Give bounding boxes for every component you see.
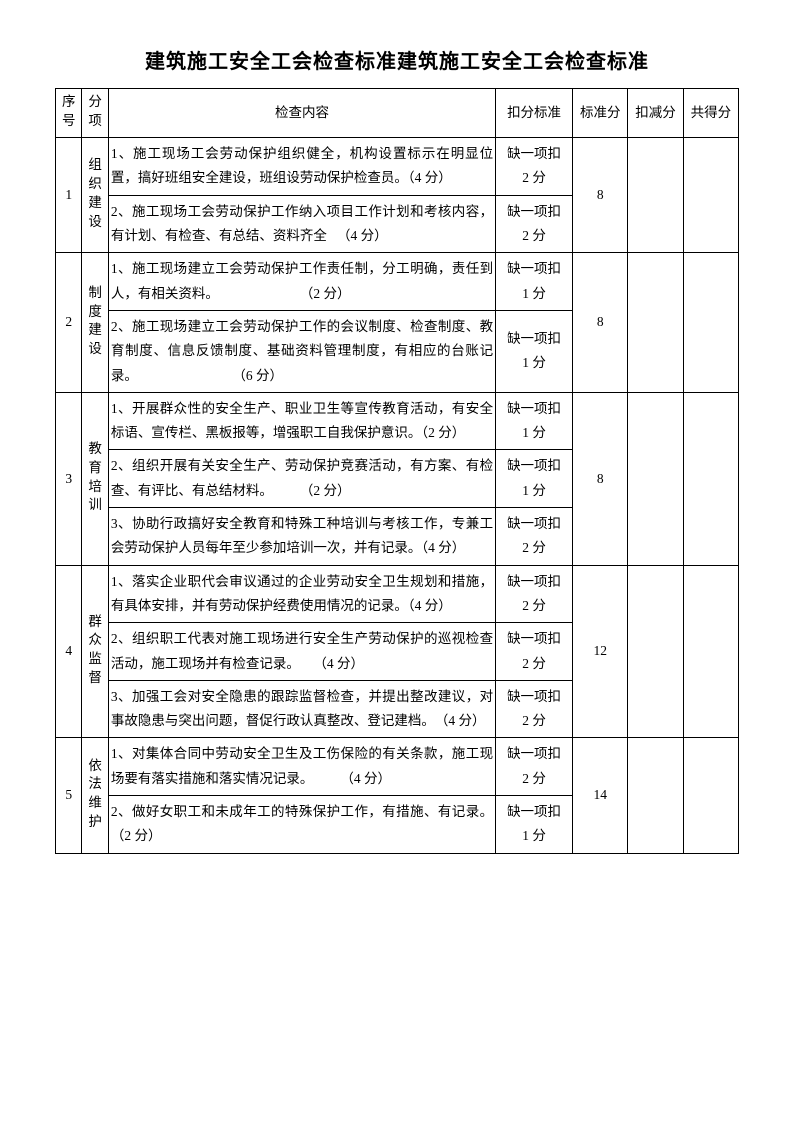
cell-content: 1、对集体合同中劳动安全卫生及工伤保险的有关条款，施工现场要有落实措施和落实情况… bbox=[108, 738, 495, 796]
cell-standard-score: 8 bbox=[573, 392, 628, 565]
cell-content: 2、做好女职工和未成年工的特殊保护工作，有措施、有记录。（2 分） bbox=[108, 796, 495, 854]
cell-category: 群众监督 bbox=[82, 565, 108, 738]
table-row: 1组织建设1、施工现场工会劳动保护组织健全，机构设置标示在明显位置，搞好班组安全… bbox=[56, 138, 739, 196]
cell-content: 2、施工现场工会劳动保护工作纳入项目工作计划和考核内容，有计划、有检查、有总结、… bbox=[108, 195, 495, 253]
table-header-row: 序号分项检查内容扣分标准标准分扣减分共得分 bbox=[56, 89, 739, 138]
header-total: 共得分 bbox=[683, 89, 738, 138]
cell-deduction: 缺一项扣 1 分 bbox=[496, 253, 573, 311]
cell-minus-score bbox=[628, 738, 683, 853]
cell-minus-score bbox=[628, 565, 683, 738]
cell-content: 1、落实企业职代会审议通过的企业劳动安全卫生规划和措施，有具体安排，并有劳动保护… bbox=[108, 565, 495, 623]
cell-seq: 2 bbox=[56, 253, 82, 392]
cell-content: 1、开展群众性的安全生产、职业卫生等宣传教育活动，有安全标语、宣传栏、黑板报等，… bbox=[108, 392, 495, 450]
cell-minus-score bbox=[628, 253, 683, 392]
cell-deduction: 缺一项扣 2 分 bbox=[496, 680, 573, 738]
cell-deduction: 缺一项扣 2 分 bbox=[496, 138, 573, 196]
cell-deduction: 缺一项扣 1 分 bbox=[496, 310, 573, 392]
cell-deduction: 缺一项扣 1 分 bbox=[496, 796, 573, 854]
header-content: 检查内容 bbox=[108, 89, 495, 138]
cell-minus-score bbox=[628, 392, 683, 565]
cell-deduction: 缺一项扣 2 分 bbox=[496, 508, 573, 566]
table-row: 3教育培训1、开展群众性的安全生产、职业卫生等宣传教育活动，有安全标语、宣传栏、… bbox=[56, 392, 739, 450]
header-std: 标准分 bbox=[573, 89, 628, 138]
cell-minus-score bbox=[628, 138, 683, 253]
cell-standard-score: 8 bbox=[573, 138, 628, 253]
cell-deduction: 缺一项扣 1 分 bbox=[496, 450, 573, 508]
cell-content: 2、施工现场建立工会劳动保护工作的会议制度、检查制度、教育制度、信息反馈制度、基… bbox=[108, 310, 495, 392]
cell-content: 3、加强工会对安全隐患的跟踪监督检查，并提出整改建议，对事故隐患与突出问题，督促… bbox=[108, 680, 495, 738]
cell-category: 教育培训 bbox=[82, 392, 108, 565]
cell-deduction: 缺一项扣 2 分 bbox=[496, 565, 573, 623]
header-ded: 扣分标准 bbox=[496, 89, 573, 138]
cell-seq: 5 bbox=[56, 738, 82, 853]
cell-deduction: 缺一项扣 2 分 bbox=[496, 623, 573, 681]
cell-content: 2、组织职工代表对施工现场进行安全生产劳动保护的巡视检查活动，施工现场并有检查记… bbox=[108, 623, 495, 681]
table-row: 2制度建设1、施工现场建立工会劳动保护工作责任制，分工明确，责任到人，有相关资料… bbox=[56, 253, 739, 311]
cell-standard-score: 8 bbox=[573, 253, 628, 392]
cell-content: 3、协助行政搞好安全教育和特殊工种培训与考核工作，专兼工会劳动保护人员每年至少参… bbox=[108, 508, 495, 566]
cell-category: 依法维护 bbox=[82, 738, 108, 853]
document-title: 建筑施工安全工会检查标准建筑施工安全工会检查标准 bbox=[55, 45, 739, 74]
cell-category: 组织建设 bbox=[82, 138, 108, 253]
cell-standard-score: 14 bbox=[573, 738, 628, 853]
header-minus: 扣减分 bbox=[628, 89, 683, 138]
cell-deduction: 缺一项扣 1 分 bbox=[496, 392, 573, 450]
cell-deduction: 缺一项扣 2 分 bbox=[496, 195, 573, 253]
cell-total-score bbox=[683, 392, 738, 565]
header-seq: 序号 bbox=[56, 89, 82, 138]
cell-total-score bbox=[683, 738, 738, 853]
cell-content: 1、施工现场工会劳动保护组织健全，机构设置标示在明显位置，搞好班组安全建设，班组… bbox=[108, 138, 495, 196]
cell-total-score bbox=[683, 253, 738, 392]
cell-seq: 3 bbox=[56, 392, 82, 565]
cell-deduction: 缺一项扣 2 分 bbox=[496, 738, 573, 796]
cell-total-score bbox=[683, 565, 738, 738]
cell-content: 2、组织开展有关安全生产、劳动保护竞赛活动，有方案、有检查、有评比、有总结材料。… bbox=[108, 450, 495, 508]
cell-category: 制度建设 bbox=[82, 253, 108, 392]
cell-content: 1、施工现场建立工会劳动保护工作责任制，分工明确，责任到人，有相关资料。 （2 … bbox=[108, 253, 495, 311]
cell-seq: 4 bbox=[56, 565, 82, 738]
cell-standard-score: 12 bbox=[573, 565, 628, 738]
inspection-table: 序号分项检查内容扣分标准标准分扣减分共得分1组织建设1、施工现场工会劳动保护组织… bbox=[55, 88, 739, 854]
cell-seq: 1 bbox=[56, 138, 82, 253]
table-row: 5依法维护1、对集体合同中劳动安全卫生及工伤保险的有关条款，施工现场要有落实措施… bbox=[56, 738, 739, 796]
header-cat: 分项 bbox=[82, 89, 108, 138]
cell-total-score bbox=[683, 138, 738, 253]
table-row: 4群众监督1、落实企业职代会审议通过的企业劳动安全卫生规划和措施，有具体安排，并… bbox=[56, 565, 739, 623]
